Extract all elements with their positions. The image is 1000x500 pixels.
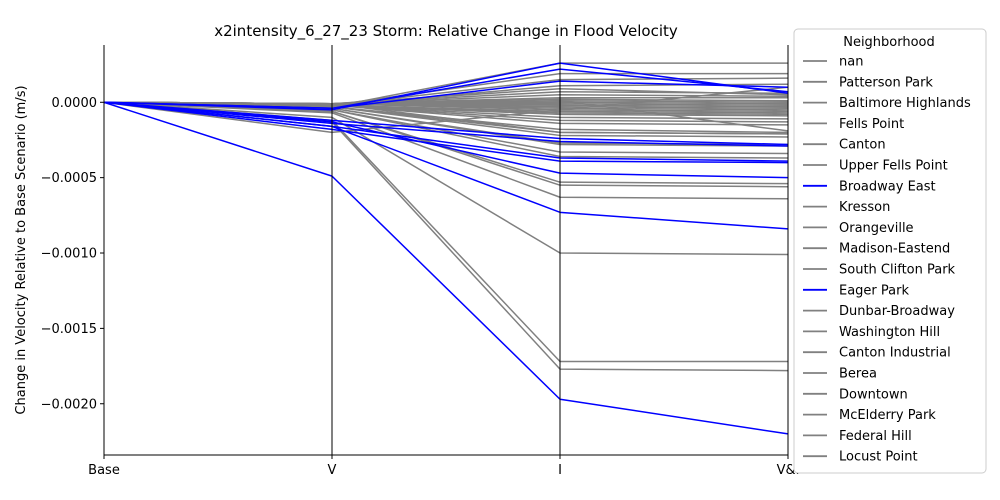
plot-area: 0.0000 −0.0005 −0.0010 −0.0015 −0.0020 Base V I… bbox=[41, 45, 799, 478]
series-lines bbox=[104, 62, 789, 435]
legend-items: nan Patterson Park Baltimore Highlands Fell… bbox=[803, 55, 971, 465]
legend-label: Patterson Park bbox=[839, 75, 933, 90]
x-tick-label: V bbox=[328, 463, 337, 478]
series-line-blue bbox=[104, 101, 789, 164]
series-line-gray bbox=[104, 101, 789, 256]
x-tick-label: I bbox=[558, 463, 562, 478]
legend-label: Orangeville bbox=[839, 221, 914, 236]
series-line-gray bbox=[104, 101, 789, 200]
x-tick-label: Base bbox=[88, 463, 120, 478]
series-line-gray bbox=[104, 86, 789, 134]
legend-label: Canton Industrial bbox=[839, 346, 951, 361]
legend-label: Washington Hill bbox=[839, 325, 940, 340]
legend-label: Madison-Eastend bbox=[839, 242, 950, 257]
series-line-blue bbox=[104, 101, 789, 230]
legend-label: nan bbox=[839, 55, 863, 70]
legend: Neighborhood nan Patterson Park Baltimore … bbox=[793, 28, 987, 474]
legend-label: Fells Point bbox=[839, 117, 904, 132]
legend-title: Neighborhood bbox=[843, 35, 935, 50]
legend-label: Eager Park bbox=[839, 283, 909, 298]
series-line-blue bbox=[104, 62, 789, 111]
y-tick-label: −0.0005 bbox=[41, 171, 97, 186]
y-axis-label: Change in Velocity Relative to Base Scen… bbox=[14, 85, 29, 414]
legend-label: Dunbar-Broadway bbox=[839, 304, 955, 319]
legend-label: McElderry Park bbox=[839, 408, 936, 423]
series-line-blue bbox=[104, 101, 789, 435]
series-line-blue bbox=[104, 101, 789, 146]
y-tick-label: −0.0020 bbox=[41, 397, 97, 412]
y-tick-label: 0.0000 bbox=[52, 96, 98, 111]
y-tick-label: −0.0015 bbox=[41, 322, 97, 337]
series-line-blue bbox=[104, 101, 789, 179]
legend-label: Downtown bbox=[839, 387, 908, 402]
legend-frame bbox=[793, 28, 987, 474]
legend-label: Broadway East bbox=[839, 179, 936, 194]
legend-label: Federal Hill bbox=[839, 429, 912, 444]
series-line-blue bbox=[104, 80, 789, 110]
legend-label: Kresson bbox=[839, 200, 890, 215]
legend-label: Berea bbox=[839, 367, 877, 382]
chart-title: x2intensity_6_27_23 Storm: Relative Chan… bbox=[214, 22, 678, 41]
y-tick-label: −0.0010 bbox=[41, 247, 97, 262]
legend-label: Canton bbox=[839, 138, 886, 153]
legend-label: South Clifton Park bbox=[839, 263, 956, 278]
legend-label: Locust Point bbox=[839, 450, 918, 465]
legend-label: Upper Fells Point bbox=[839, 159, 948, 174]
legend-label: Baltimore Highlands bbox=[839, 96, 971, 111]
series-line-gray bbox=[104, 101, 789, 135]
